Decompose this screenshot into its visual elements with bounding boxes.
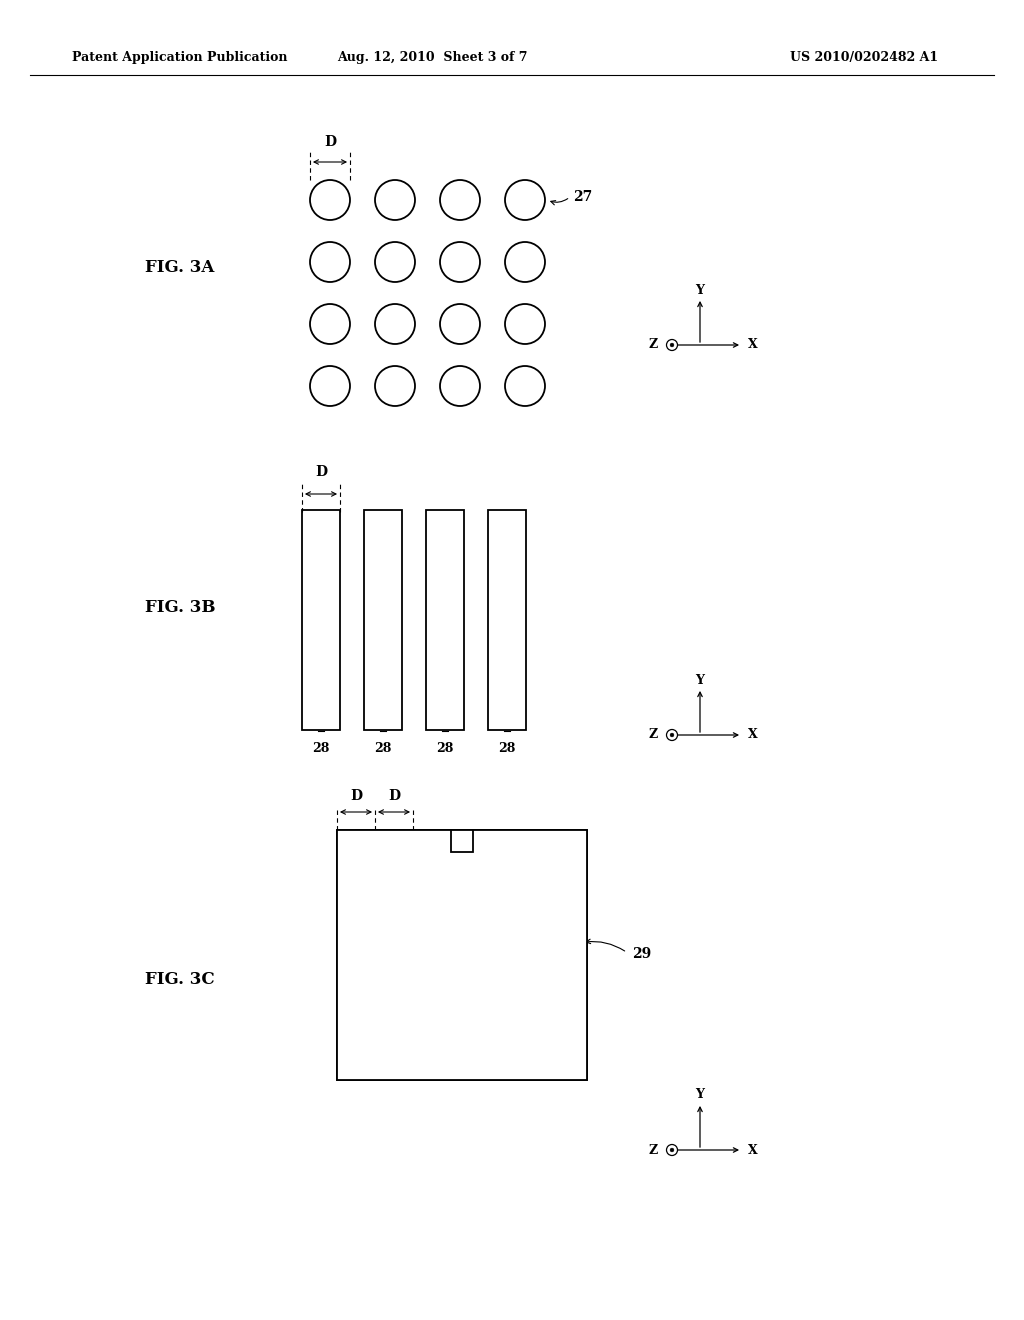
Circle shape xyxy=(440,180,480,220)
Text: Y: Y xyxy=(695,284,705,297)
Bar xyxy=(302,510,340,730)
Text: Y: Y xyxy=(695,673,705,686)
Circle shape xyxy=(505,304,545,345)
Text: 28: 28 xyxy=(499,742,516,755)
Bar xyxy=(432,830,492,890)
Circle shape xyxy=(375,180,415,220)
Bar xyxy=(375,830,549,1005)
Bar xyxy=(356,830,568,1041)
Bar xyxy=(375,830,549,1005)
Bar xyxy=(432,830,492,890)
Text: Aug. 12, 2010  Sheet 3 of 7: Aug. 12, 2010 Sheet 3 of 7 xyxy=(337,51,527,65)
Circle shape xyxy=(440,366,480,407)
Bar xyxy=(394,830,530,966)
Bar xyxy=(302,510,340,730)
Circle shape xyxy=(505,242,545,282)
Circle shape xyxy=(310,242,350,282)
Circle shape xyxy=(667,339,678,351)
Text: Z: Z xyxy=(649,338,658,351)
Text: 28: 28 xyxy=(312,742,330,755)
Circle shape xyxy=(310,180,350,220)
Circle shape xyxy=(375,366,415,407)
Bar xyxy=(488,510,526,730)
Bar xyxy=(394,830,530,966)
Text: D: D xyxy=(315,465,327,479)
Circle shape xyxy=(670,1148,674,1152)
Bar xyxy=(337,830,587,1080)
Bar xyxy=(364,510,402,730)
Text: 28: 28 xyxy=(436,742,454,755)
Text: Z: Z xyxy=(649,729,658,742)
Text: X: X xyxy=(748,338,758,351)
Text: D: D xyxy=(350,789,362,803)
Text: 28: 28 xyxy=(375,742,392,755)
Bar xyxy=(356,830,568,1041)
Circle shape xyxy=(440,304,480,345)
Circle shape xyxy=(667,730,678,741)
Circle shape xyxy=(440,242,480,282)
Text: FIG. 3A: FIG. 3A xyxy=(145,260,214,276)
Circle shape xyxy=(667,1144,678,1155)
Text: 27: 27 xyxy=(573,190,592,205)
Text: D: D xyxy=(324,135,336,149)
Bar xyxy=(394,830,530,966)
Bar xyxy=(375,830,549,1005)
Text: X: X xyxy=(748,1143,758,1156)
Bar xyxy=(364,510,402,730)
Text: FIG. 3B: FIG. 3B xyxy=(145,598,215,615)
Circle shape xyxy=(505,366,545,407)
Text: D: D xyxy=(388,789,400,803)
Bar xyxy=(337,830,587,1080)
Circle shape xyxy=(375,242,415,282)
Bar xyxy=(413,830,511,928)
Bar xyxy=(426,510,464,730)
Circle shape xyxy=(670,733,674,737)
Text: Z: Z xyxy=(649,1143,658,1156)
Bar xyxy=(413,830,511,928)
Text: 29: 29 xyxy=(632,948,651,961)
Bar xyxy=(356,830,568,1041)
Circle shape xyxy=(310,366,350,407)
Bar xyxy=(413,830,511,928)
Bar xyxy=(337,830,587,1080)
Text: FIG. 3C: FIG. 3C xyxy=(145,972,215,989)
Circle shape xyxy=(505,180,545,220)
Bar xyxy=(337,830,587,1080)
Bar xyxy=(413,830,511,928)
Text: Patent Application Publication: Patent Application Publication xyxy=(72,51,288,65)
Bar xyxy=(426,510,464,730)
Bar xyxy=(375,830,549,1005)
Text: US 2010/0202482 A1: US 2010/0202482 A1 xyxy=(790,51,938,65)
Circle shape xyxy=(375,304,415,345)
Circle shape xyxy=(310,304,350,345)
Bar xyxy=(488,510,526,730)
Bar xyxy=(451,830,473,851)
Text: X: X xyxy=(748,729,758,742)
Text: Y: Y xyxy=(695,1089,705,1101)
Circle shape xyxy=(670,343,674,347)
